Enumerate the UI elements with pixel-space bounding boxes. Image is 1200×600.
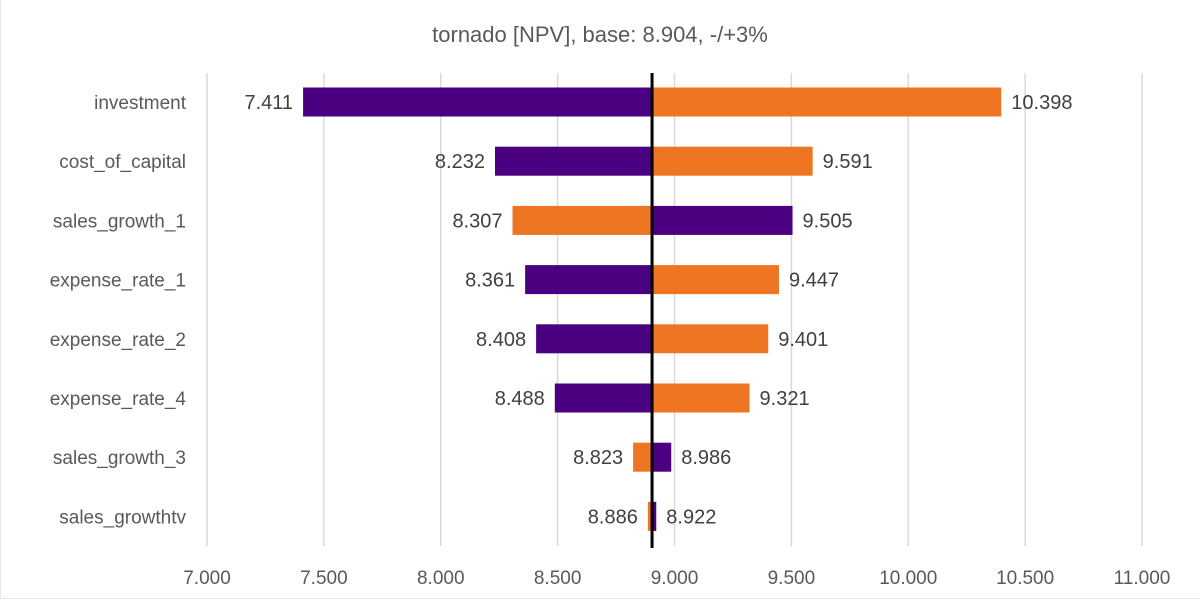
data-label-low: 8.823 bbox=[573, 447, 623, 469]
bar-minus bbox=[554, 383, 653, 413]
category-label: cost_of_capital bbox=[59, 152, 186, 173]
x-tick-label: 10.500 bbox=[996, 568, 1054, 589]
data-label-low: 8.361 bbox=[465, 270, 515, 292]
bar-minus bbox=[652, 442, 672, 472]
bars bbox=[303, 87, 1002, 531]
bar-minus bbox=[494, 146, 653, 176]
bar-plus bbox=[633, 442, 653, 472]
x-tick-label: 8.000 bbox=[417, 568, 465, 589]
x-tick-label: 10.000 bbox=[879, 568, 937, 589]
x-tick-labels: 7.000 7.500 8.000 8.500 9.000 9.500 10.000 10.5… bbox=[183, 568, 1170, 589]
category-label: sales_growth_1 bbox=[53, 211, 186, 232]
bar-minus bbox=[536, 324, 653, 354]
data-label-high: 9.401 bbox=[778, 329, 828, 351]
data-label-high: 9.321 bbox=[760, 388, 810, 410]
category-label: expense_rate_2 bbox=[50, 330, 186, 351]
category-labels: investment cost_of_capital sales_growth_1e… bbox=[50, 93, 187, 528]
bar-minus bbox=[652, 501, 657, 531]
bar-plus bbox=[652, 383, 750, 413]
chart-title: tornado [NPV], base: 8.904, -/+3% bbox=[432, 22, 768, 47]
data-label-low: 7.411 bbox=[244, 92, 293, 114]
x-tick-label: 7.000 bbox=[183, 568, 231, 589]
data-label-low: 8.488 bbox=[495, 388, 545, 410]
bar-plus bbox=[647, 501, 653, 531]
data-label-low: 8.408 bbox=[476, 329, 526, 351]
x-tick-label: 8.500 bbox=[534, 568, 582, 589]
category-label: sales_growthtv bbox=[59, 507, 186, 528]
bar-minus bbox=[652, 205, 793, 235]
data-label-low: 8.886 bbox=[588, 506, 638, 528]
bar-plus bbox=[652, 324, 769, 354]
data-label-high: 10.398 bbox=[1011, 92, 1072, 114]
x-tick-label: 11.000 bbox=[1114, 568, 1171, 589]
data-label-low: 8.307 bbox=[452, 210, 502, 232]
data-label-high: 9.505 bbox=[803, 210, 853, 232]
gridlines bbox=[206, 73, 1143, 546]
category-label: investment bbox=[94, 93, 187, 114]
bar-plus bbox=[652, 146, 813, 176]
category-label: sales_growth_3 bbox=[53, 448, 186, 469]
data-label-high: 8.922 bbox=[666, 506, 716, 528]
bar-minus bbox=[525, 265, 653, 295]
category-label: expense_rate_1 bbox=[50, 271, 186, 292]
x-tick-label: 9.500 bbox=[768, 568, 816, 589]
data-label-low: 8.232 bbox=[435, 151, 485, 173]
bar-minus bbox=[303, 87, 653, 117]
category-label: expense_rate_4 bbox=[50, 389, 187, 410]
bar-plus bbox=[652, 87, 1002, 117]
x-tick-label: 7.500 bbox=[300, 568, 348, 589]
data-label-high: 9.447 bbox=[789, 270, 839, 292]
data-label-high: 8.986 bbox=[681, 447, 731, 469]
data-label-high: 9.591 bbox=[823, 151, 873, 173]
data-labels: 7.411 10.398 8.232 9.591 8.307 9.505 8.361 9.44… bbox=[244, 92, 1072, 528]
bar-plus bbox=[652, 265, 779, 295]
bar-plus bbox=[512, 205, 653, 235]
x-tick-label: 9.000 bbox=[651, 568, 699, 589]
